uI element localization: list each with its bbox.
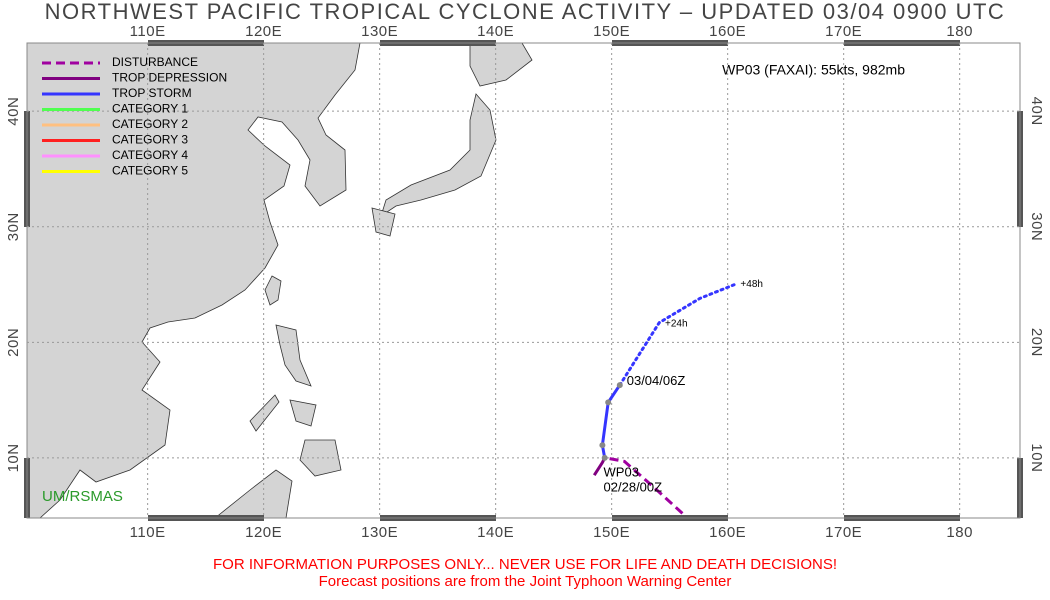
y-tick-label: 40N — [5, 97, 22, 126]
x-tick-label: 120E — [245, 23, 282, 40]
footer-line: Forecast positions are from the Joint Ty… — [319, 573, 732, 590]
x-tick-label: 160E — [709, 524, 746, 541]
x-tick-label: 120E — [245, 524, 282, 541]
y-tick-label: 20N — [1028, 328, 1045, 357]
track-label: +48h — [740, 279, 763, 290]
x-tick-label: 160E — [709, 23, 746, 40]
x-tick-label: 170E — [825, 524, 862, 541]
track-point — [616, 382, 623, 389]
track-label: 02/28/00Z — [604, 479, 663, 494]
track-label: +24h — [665, 318, 688, 329]
legend-label: CATEGORY 1 — [112, 102, 188, 116]
y-tick-label: 10N — [1028, 443, 1045, 472]
track — [605, 456, 684, 515]
credit: UM/RSMAS — [42, 488, 123, 505]
x-tick-label: 130E — [361, 23, 398, 40]
legend-label: TROP STORM — [112, 86, 192, 100]
land — [27, 43, 533, 518]
legend-label: CATEGORY 3 — [112, 133, 188, 147]
x-tick-label: 180 — [946, 23, 973, 40]
legend-label: CATEGORY 2 — [112, 117, 188, 131]
x-tick-label: 140E — [477, 23, 514, 40]
legend-label: TROP DEPRESSION — [112, 71, 227, 85]
x-tick-label: 110E — [130, 524, 166, 541]
x-tick-label: 180 — [946, 524, 973, 541]
y-tick-label: 10N — [5, 443, 22, 472]
track-point — [601, 454, 608, 461]
y-tick-label: 30N — [5, 212, 22, 241]
x-tick-label: 110E — [130, 23, 166, 40]
legend-label: CATEGORY 4 — [112, 148, 188, 162]
x-tick-label: 140E — [477, 524, 514, 541]
x-tick-label: 150E — [593, 23, 630, 40]
track-label: WP03 — [604, 464, 639, 479]
track — [600, 384, 622, 459]
x-tick-label: 170E — [825, 23, 862, 40]
forecast-track — [618, 283, 737, 387]
storm-info: WP03 (FAXAI): 55kts, 982mb — [722, 62, 905, 78]
y-tick-label: 20N — [5, 328, 22, 357]
track-point — [599, 442, 606, 449]
track-label: 03/04/06Z — [627, 373, 686, 388]
legend-label: DISTURBANCE — [112, 55, 198, 69]
y-tick-label: 30N — [1028, 212, 1045, 241]
map-frame — [26, 42, 1021, 519]
track-point — [605, 399, 612, 406]
x-tick-label: 150E — [593, 524, 630, 541]
title: NORTHWEST PACIFIC TROPICAL CYCLONE ACTIV… — [45, 0, 1006, 24]
y-tick-label: 40N — [1028, 97, 1045, 126]
footer-line: FOR INFORMATION PURPOSES ONLY... NEVER U… — [213, 556, 837, 573]
x-tick-label: 130E — [361, 524, 398, 541]
legend-label: CATEGORY 5 — [112, 164, 188, 178]
